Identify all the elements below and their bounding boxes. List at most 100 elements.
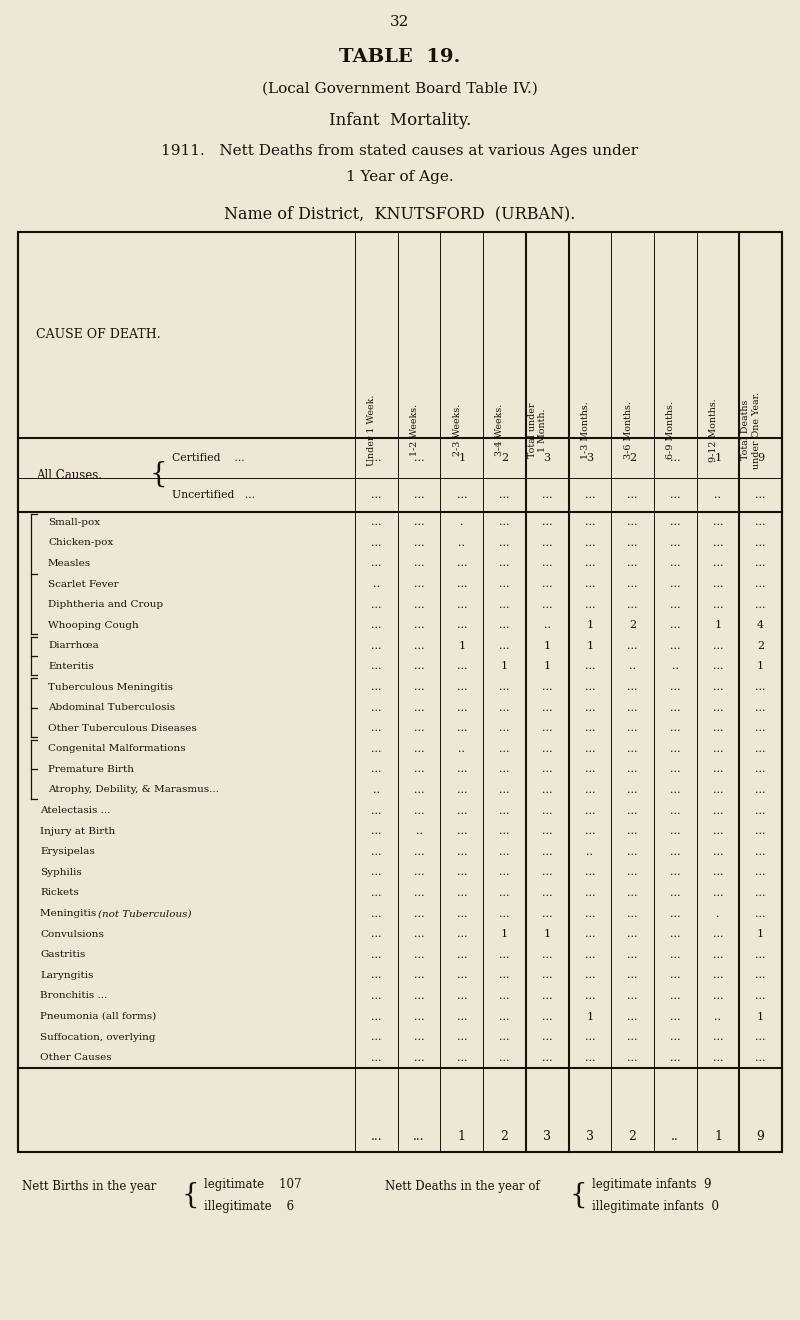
Text: Certified    ...: Certified ... [172, 453, 245, 463]
Text: ...: ... [414, 1130, 425, 1143]
Text: Syphilis: Syphilis [40, 867, 82, 876]
Text: ..: .. [415, 826, 422, 836]
Text: 32: 32 [390, 15, 410, 29]
Text: ..: .. [373, 785, 380, 795]
Text: ...: ... [414, 846, 424, 857]
Text: ...: ... [713, 661, 723, 672]
Text: ...: ... [542, 490, 553, 500]
Text: ...: ... [371, 723, 382, 733]
Text: ...: ... [499, 908, 510, 919]
Text: ...: ... [457, 764, 467, 775]
Text: ...: ... [755, 970, 766, 981]
Text: 1: 1 [458, 1130, 466, 1143]
Text: ...: ... [585, 558, 595, 569]
Text: ...: ... [457, 950, 467, 960]
Text: ...: ... [457, 620, 467, 630]
Text: ...: ... [755, 599, 766, 610]
Text: Rickets: Rickets [40, 888, 78, 898]
Text: 2: 2 [501, 1130, 508, 1143]
Text: ...: ... [713, 702, 723, 713]
Text: ...: ... [499, 1011, 510, 1022]
Text: ...: ... [499, 723, 510, 733]
Text: ...: ... [713, 888, 723, 898]
Text: ...: ... [414, 702, 424, 713]
Text: illegitimate    6: illegitimate 6 [204, 1200, 294, 1213]
Text: ...: ... [713, 950, 723, 960]
Text: ...: ... [371, 1011, 382, 1022]
Text: 1: 1 [714, 1130, 722, 1143]
Text: ...: ... [755, 1032, 766, 1041]
Text: ...: ... [670, 991, 681, 1001]
Text: ...: ... [627, 826, 638, 836]
Text: ...: ... [670, 682, 681, 692]
Text: Other Tuberculous Diseases: Other Tuberculous Diseases [48, 723, 197, 733]
Text: ...: ... [457, 929, 467, 939]
Text: Total Deaths
under One Year.: Total Deaths under One Year. [742, 392, 761, 469]
Text: ...: ... [457, 1011, 467, 1022]
Text: 1: 1 [757, 661, 764, 672]
Text: ...: ... [670, 453, 681, 463]
Text: ...: ... [670, 888, 681, 898]
Text: ...: ... [542, 723, 553, 733]
Text: 9-12 Months.: 9-12 Months. [709, 399, 718, 462]
Text: ...: ... [499, 826, 510, 836]
Text: ...: ... [670, 599, 681, 610]
Text: ...: ... [670, 579, 681, 589]
Text: ...: ... [585, 970, 595, 981]
Text: ...: ... [371, 702, 382, 713]
Text: TABLE  19.: TABLE 19. [339, 48, 461, 66]
Text: ...: ... [371, 620, 382, 630]
Text: ...: ... [627, 599, 638, 610]
Text: ...: ... [542, 888, 553, 898]
Text: ...: ... [670, 805, 681, 816]
Text: ...: ... [713, 846, 723, 857]
Text: ...: ... [670, 908, 681, 919]
Text: ...: ... [755, 826, 766, 836]
Text: 2-3 Weeks.: 2-3 Weeks. [453, 404, 462, 457]
Text: ...: ... [627, 908, 638, 919]
Text: ...: ... [713, 785, 723, 795]
Text: Meningitis: Meningitis [40, 909, 99, 917]
Text: 3: 3 [543, 1130, 551, 1143]
Text: ...: ... [670, 537, 681, 548]
Text: ...: ... [755, 537, 766, 548]
Text: ...: ... [713, 929, 723, 939]
Text: Chicken-pox: Chicken-pox [48, 539, 114, 548]
Text: ...: ... [371, 805, 382, 816]
Text: ...: ... [713, 682, 723, 692]
Text: Small-pox: Small-pox [48, 517, 100, 527]
Text: ...: ... [371, 888, 382, 898]
Text: Atrophy, Debility, & Marasmus...: Atrophy, Debility, & Marasmus... [48, 785, 219, 795]
Text: ...: ... [627, 490, 638, 500]
Text: ...: ... [499, 867, 510, 878]
Text: ...: ... [713, 517, 723, 527]
Text: Infant  Mortality.: Infant Mortality. [329, 112, 471, 129]
Text: ...: ... [414, 929, 424, 939]
Text: ...: ... [499, 991, 510, 1001]
Text: ...: ... [457, 908, 467, 919]
Text: ...: ... [371, 991, 382, 1001]
Text: ...: ... [371, 1053, 382, 1063]
Text: ...: ... [414, 1011, 424, 1022]
Text: Diarrhœa: Diarrhœa [48, 642, 98, 651]
Text: Erysipelas: Erysipelas [40, 847, 94, 857]
Text: ...: ... [755, 908, 766, 919]
Text: .: . [460, 517, 463, 527]
Text: ...: ... [371, 1032, 382, 1041]
Text: 3: 3 [586, 453, 594, 463]
Text: ...: ... [414, 490, 424, 500]
Text: ...: ... [627, 1032, 638, 1041]
Text: Convulsions: Convulsions [40, 929, 104, 939]
Text: ...: ... [585, 785, 595, 795]
Text: Pneumonia (all forms): Pneumonia (all forms) [40, 1012, 156, 1020]
Text: ...: ... [585, 743, 595, 754]
Text: 1: 1 [543, 661, 550, 672]
Text: ...: ... [585, 661, 595, 672]
Text: ...: ... [542, 846, 553, 857]
Text: 2: 2 [501, 453, 508, 463]
Text: ..: .. [458, 537, 466, 548]
Text: ...: ... [414, 743, 424, 754]
Text: ...: ... [585, 867, 595, 878]
Text: Nett Deaths in the year of: Nett Deaths in the year of [385, 1180, 540, 1193]
Text: ...: ... [542, 1032, 553, 1041]
